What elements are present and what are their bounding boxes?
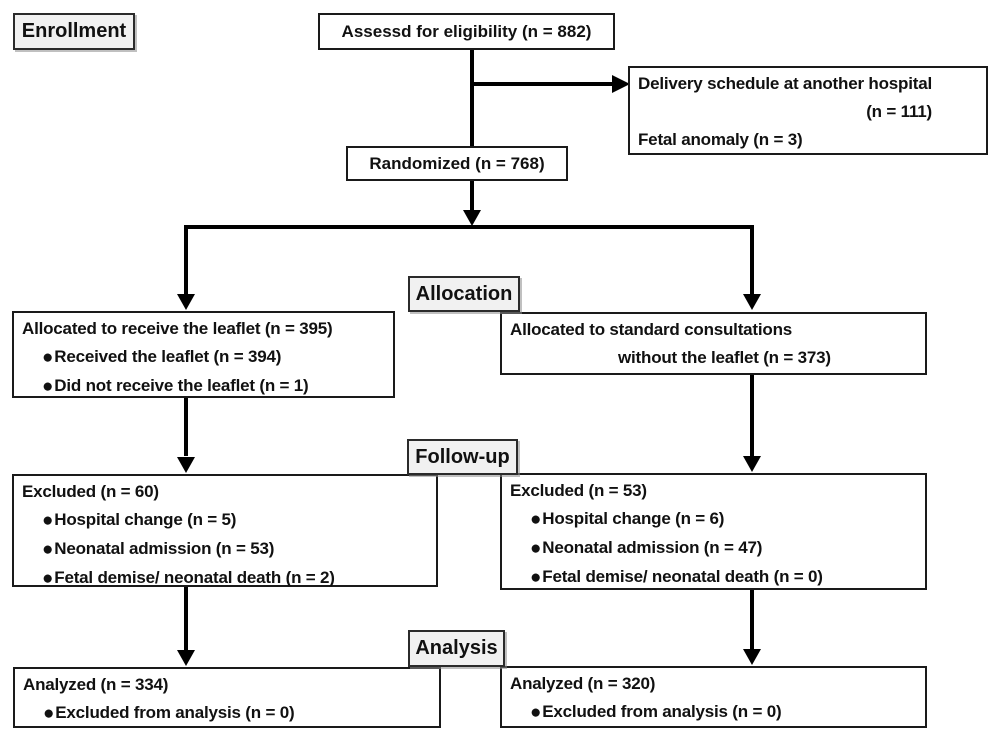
arrowhead-alloc-right xyxy=(743,294,761,310)
analysis-leaflet-bullet-1: ●Excluded from analysis (n = 0) xyxy=(23,699,431,728)
box-analysis-standard: Analyzed (n = 320) ●Excluded from analys… xyxy=(500,666,927,728)
randomized-text: Randomized (n = 768) xyxy=(369,153,545,173)
followup-standard-bullet-3: ●Fetal demise/ neonatal death (n = 0) xyxy=(510,563,917,592)
allocation-leaflet-bullet-2-text: Did not receive the leaflet (n = 1) xyxy=(54,376,309,395)
arrowhead-branch-center xyxy=(463,210,481,226)
box-allocation-standard: Allocated to standard consultations with… xyxy=(500,312,927,375)
followup-standard-bullet-1-text: Hospital change (n = 6) xyxy=(542,509,725,528)
arrowhead-analysis-left xyxy=(177,650,195,666)
exclusion-reason-2: Fetal anomaly (n = 3) xyxy=(638,130,803,149)
exclusion-reason-1-count: (n = 111) xyxy=(866,102,932,121)
followup-leaflet-bullet-1: ●Hospital change (n = 5) xyxy=(22,506,428,535)
bullet-icon: ● xyxy=(43,703,55,724)
arrowhead-exclusions xyxy=(612,75,630,93)
allocation-leaflet-bullet-2: ●Did not receive the leaflet (n = 1) xyxy=(22,372,385,401)
bullet-icon: ● xyxy=(530,509,542,530)
bullet-icon: ● xyxy=(530,702,542,723)
stage-label-allocation: Allocation xyxy=(408,276,520,312)
followup-leaflet-bullet-2: ●Neonatal admission (n = 53) xyxy=(22,535,428,564)
arrowhead-followup-right xyxy=(743,456,761,472)
followup-leaflet-bullet-1-text: Hospital change (n = 5) xyxy=(54,510,237,529)
box-followup-leaflet: Excluded (n = 60) ●Hospital change (n = … xyxy=(12,474,438,589)
stage-label-analysis: Analysis xyxy=(408,630,505,667)
followup-standard-bullet-2: ●Neonatal admission (n = 47) xyxy=(510,534,917,563)
followup-standard-bullet-1: ●Hospital change (n = 6) xyxy=(510,505,917,534)
arrowhead-alloc-left xyxy=(177,294,195,310)
followup-standard-title: Excluded (n = 53) xyxy=(510,481,647,500)
allocation-leaflet-bullet-1: ●Received the leaflet (n = 394) xyxy=(22,343,385,372)
exclusion-reason-1: Delivery schedule at another hospital xyxy=(638,74,932,93)
allocation-standard-line-2: without the leaflet (n = 373) xyxy=(618,348,831,367)
assessed-text: Assessd for eligibility (n = 882) xyxy=(341,21,592,41)
allocation-standard-line-1: Allocated to standard consultations xyxy=(510,320,793,339)
box-randomized: Randomized (n = 768) xyxy=(346,146,568,181)
arrowhead-followup-left xyxy=(177,457,195,473)
analysis-leaflet-title: Analyzed (n = 334) xyxy=(23,675,169,694)
followup-leaflet-bullet-3-text: Fetal demise/ neonatal death (n = 2) xyxy=(54,568,335,587)
analysis-leaflet-bullet-1-text: Excluded from analysis (n = 0) xyxy=(55,703,295,722)
followup-standard-bullet-2-text: Neonatal admission (n = 47) xyxy=(542,538,763,557)
box-pre-randomization-exclusions: Delivery schedule at another hospital (n… xyxy=(628,66,988,155)
stage-label-enrollment: Enrollment xyxy=(13,13,135,50)
followup-leaflet-bullet-2-text: Neonatal admission (n = 53) xyxy=(54,539,275,558)
allocation-leaflet-title: Allocated to receive the leaflet (n = 39… xyxy=(22,319,333,338)
arrowhead-analysis-right xyxy=(743,649,761,665)
bullet-icon: ● xyxy=(530,567,542,588)
box-allocation-leaflet: Allocated to receive the leaflet (n = 39… xyxy=(12,311,395,398)
bullet-icon: ● xyxy=(42,539,54,560)
bullet-icon: ● xyxy=(530,538,542,559)
followup-leaflet-bullet-3: ●Fetal demise/ neonatal death (n = 2) xyxy=(22,564,428,593)
box-analysis-leaflet: Analyzed (n = 334) ●Excluded from analys… xyxy=(13,667,441,728)
analysis-standard-title: Analyzed (n = 320) xyxy=(510,674,656,693)
bullet-icon: ● xyxy=(42,376,54,397)
bullet-icon: ● xyxy=(42,568,54,589)
allocation-leaflet-bullet-1-text: Received the leaflet (n = 394) xyxy=(54,347,282,366)
bullet-icon: ● xyxy=(42,347,54,368)
analysis-standard-bullet-1: ●Excluded from analysis (n = 0) xyxy=(510,698,917,727)
followup-leaflet-title: Excluded (n = 60) xyxy=(22,482,159,501)
box-followup-standard: Excluded (n = 53) ●Hospital change (n = … xyxy=(500,473,927,590)
box-assessed-eligibility: Assessd for eligibility (n = 882) xyxy=(318,13,615,50)
bullet-icon: ● xyxy=(42,510,54,531)
followup-standard-bullet-3-text: Fetal demise/ neonatal death (n = 0) xyxy=(542,567,823,586)
analysis-standard-bullet-1-text: Excluded from analysis (n = 0) xyxy=(542,702,782,721)
stage-label-followup: Follow-up xyxy=(407,439,518,475)
